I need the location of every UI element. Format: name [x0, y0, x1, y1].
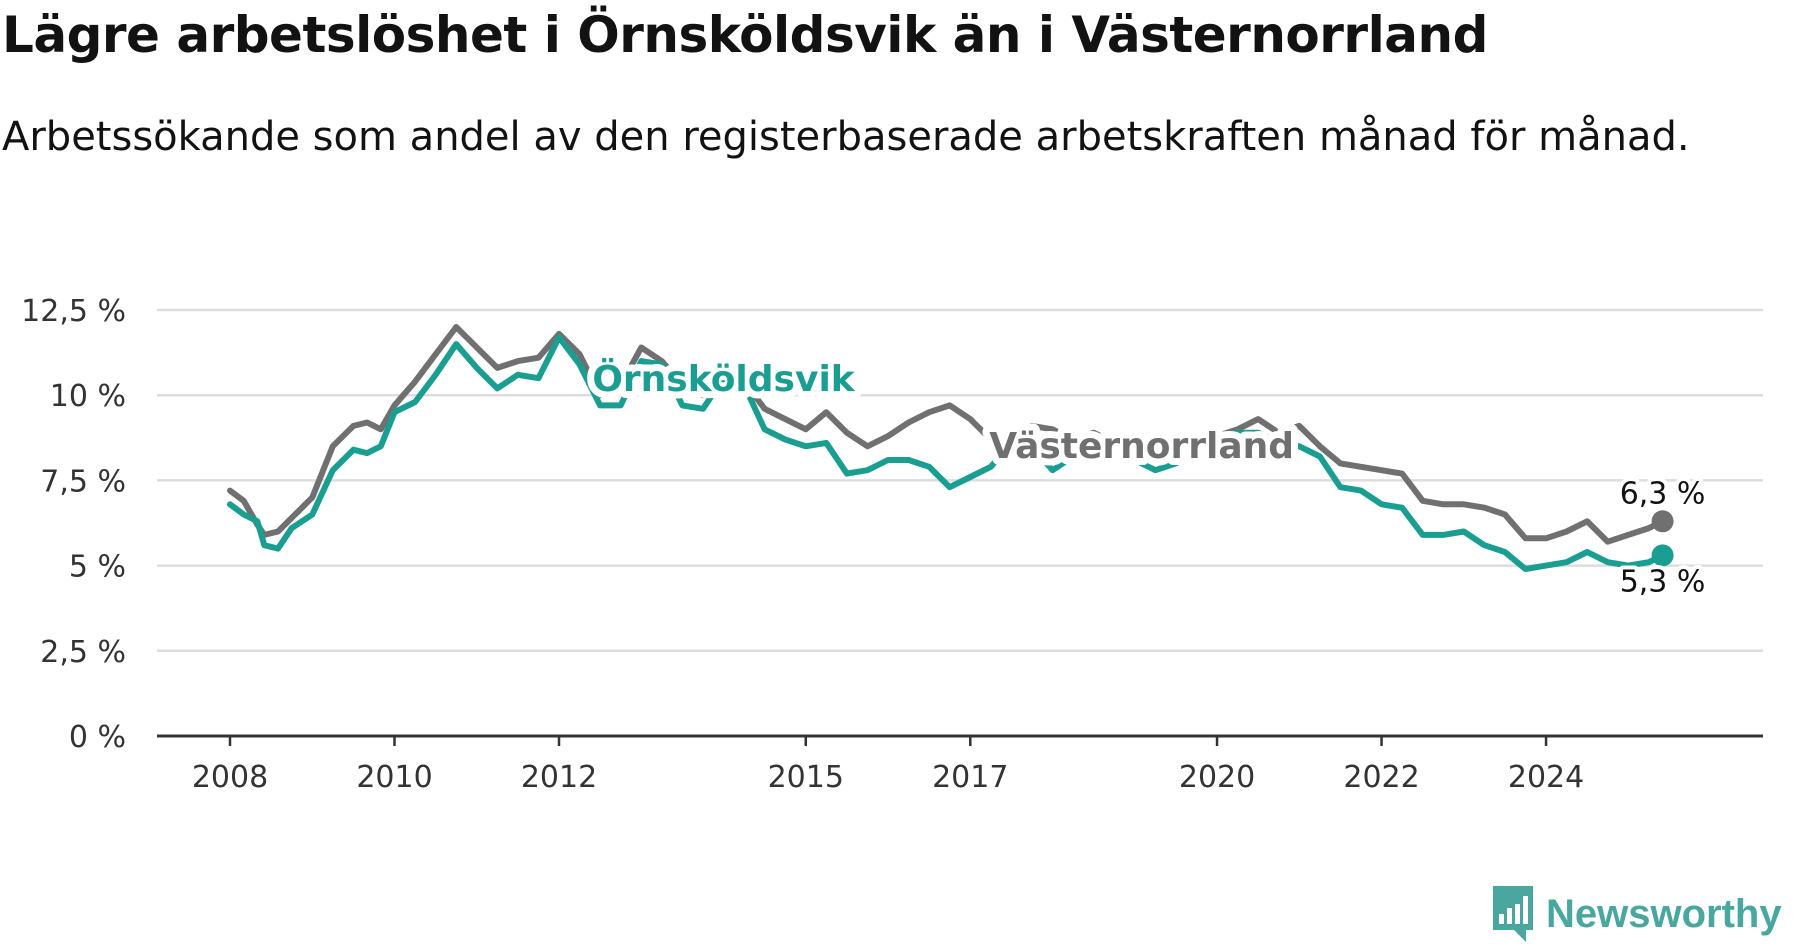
- bar-chart-speech-bubble-icon: [1493, 886, 1533, 942]
- x-tick-label: 2024: [1508, 760, 1584, 795]
- y-tick-label: 5 %: [69, 550, 126, 585]
- y-tick-label: 7,5 %: [40, 464, 126, 499]
- y-tick-label: 12,5 %: [21, 294, 126, 329]
- endpoint-dot-ornskoldsvik: [1651, 544, 1674, 567]
- series-line-vasternorrland: [227, 324, 1666, 545]
- chart-title: Lägre arbetslöshet i Örnsköldsvik än i V…: [2, 6, 1488, 64]
- logo-text: Newsworthy: [1546, 891, 1782, 936]
- series-endpoints: 6,3 % 5,3 %: [1616, 472, 1710, 603]
- x-tick-label: 2017: [932, 760, 1008, 795]
- series-label-vasternorrland: Västernorrland: [989, 426, 1294, 467]
- series-line-ornskoldsvik: [227, 334, 1666, 572]
- y-tick-label: 10 %: [50, 379, 126, 414]
- y-tick-label: 0 %: [69, 720, 126, 755]
- x-tick-label: 2020: [1179, 760, 1255, 795]
- x-tick-label: 2008: [192, 760, 268, 795]
- endpoint-dot-vasternorrland: [1651, 510, 1674, 533]
- series-label-ornskoldsvik: Örnsköldsvik: [592, 358, 855, 400]
- series-labels: Örnsköldsvik Västernorrland: [585, 351, 1301, 474]
- y-axis-ticks: 0 % 2,5 % 5 % 7,5 % 10 % 12,5 %: [21, 294, 126, 755]
- y-tick-label: 2,5 %: [40, 635, 126, 670]
- x-tick-label: 2012: [521, 760, 597, 795]
- chart-subtitle: Arbetssökande som andel av den registerb…: [2, 114, 1690, 160]
- series-lines: [227, 324, 1666, 572]
- x-tick-label: 2010: [356, 760, 432, 795]
- end-value-label-ornskoldsvik: 5,3 %: [1620, 564, 1706, 599]
- x-axis-ticks: 2008 2010 2012 2015 2017 2020 2022 2024: [192, 736, 1584, 795]
- end-value-label-vasternorrland: 6,3 %: [1620, 476, 1706, 511]
- x-tick-label: 2015: [768, 760, 844, 795]
- x-tick-label: 2022: [1343, 760, 1419, 795]
- newsworthy-logo: Newsworthy: [1490, 884, 1782, 944]
